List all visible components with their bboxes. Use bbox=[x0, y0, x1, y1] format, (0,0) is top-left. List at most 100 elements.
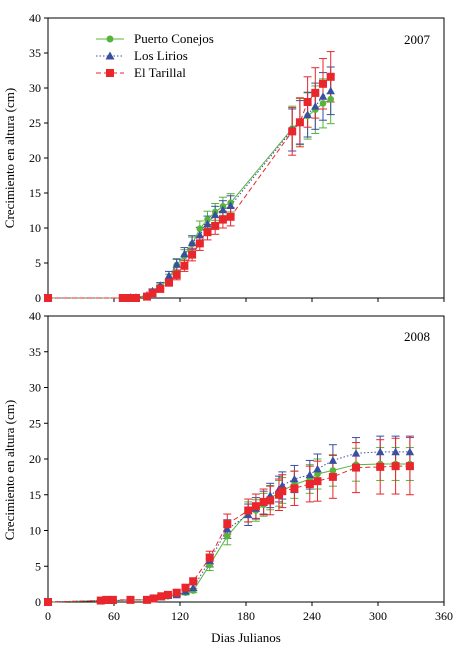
data-point-los-lirios bbox=[351, 449, 361, 457]
data-point-el-tarillal bbox=[108, 595, 117, 604]
y-tick-label: 35 bbox=[29, 345, 41, 359]
data-point-el-tarillal bbox=[226, 212, 235, 221]
data-point-puerto-conejos bbox=[327, 95, 335, 103]
axis-ticks: 0 5 10 15 20 25 30 35 40 bbox=[29, 11, 445, 305]
y-tick-label: 40 bbox=[29, 11, 41, 25]
data-point-el-tarillal bbox=[126, 294, 135, 302]
y-tick-label: 20 bbox=[29, 452, 41, 466]
data-point-puerto-conejos bbox=[329, 467, 337, 474]
y-tick-label: 10 bbox=[29, 524, 41, 538]
error-bars bbox=[157, 435, 414, 599]
data-point-los-lirios bbox=[405, 447, 415, 456]
data-point-los-lirios bbox=[187, 238, 197, 247]
y-tick-label: 25 bbox=[29, 416, 41, 430]
data-point-los-lirios bbox=[164, 271, 174, 279]
data-point-los-lirios bbox=[172, 260, 181, 268]
y-tick-label: 15 bbox=[29, 186, 41, 200]
data-point-puerto-conejos bbox=[224, 532, 231, 540]
data-point-el-tarillal bbox=[295, 118, 304, 127]
x-tick-label: 60 bbox=[108, 609, 120, 623]
data-point-los-lirios bbox=[218, 205, 228, 214]
series-line-los-lirios bbox=[48, 90, 331, 299]
legend-item-puerto-conejos: Puerto Conejos bbox=[96, 31, 214, 46]
data-point-el-tarillal bbox=[189, 577, 198, 586]
y-tick-label: 30 bbox=[29, 81, 41, 95]
data-point-el-tarillal bbox=[96, 596, 105, 605]
data-point-el-tarillal bbox=[278, 487, 287, 496]
data-point-el-tarillal bbox=[290, 484, 299, 493]
series-line-el-tarillal bbox=[47, 465, 410, 603]
data-point-el-tarillal bbox=[326, 72, 335, 81]
data-point-el-tarillal bbox=[205, 553, 214, 562]
x-tick-label: 0 bbox=[45, 609, 51, 623]
y-tick-label: 0 bbox=[35, 291, 41, 305]
data-point-el-tarillal bbox=[163, 590, 172, 599]
legend-label: El Tarillal bbox=[134, 65, 186, 80]
data-point-el-tarillal bbox=[188, 250, 197, 259]
data-point-los-lirios bbox=[391, 447, 400, 456]
x-tick-label: 360 bbox=[435, 609, 453, 623]
chart-panel-2008: 2008 Crecimiento en altura (cm) Dias Jul… bbox=[2, 309, 453, 645]
legend-label: Los Lirios bbox=[134, 48, 188, 63]
y-tick-label: 35 bbox=[29, 46, 41, 60]
data-point-el-tarillal bbox=[311, 88, 320, 97]
x-tick-label: 180 bbox=[237, 609, 255, 623]
data-point-el-tarillal bbox=[251, 502, 260, 511]
error-bars bbox=[143, 51, 335, 299]
data-point-el-tarillal bbox=[319, 79, 327, 88]
data-point-el-tarillal bbox=[218, 215, 227, 224]
data-point-el-tarillal bbox=[305, 480, 314, 489]
plot-frame bbox=[47, 17, 445, 299]
data-point-el-tarillal bbox=[143, 595, 151, 604]
legend-item-el-tarillal: El Tarillal bbox=[96, 65, 186, 80]
plot-frame bbox=[47, 315, 445, 603]
data-point-el-tarillal bbox=[328, 472, 337, 481]
data-point-el-tarillal bbox=[118, 294, 127, 302]
x-axis-title: Dias Julianos bbox=[211, 630, 281, 645]
series-line-los-lirios bbox=[47, 451, 410, 603]
data-point-los-lirios bbox=[313, 464, 322, 473]
data-point-el-tarillal bbox=[244, 506, 253, 515]
panel-year-label: 2008 bbox=[404, 329, 430, 344]
data-point-el-tarillal bbox=[181, 583, 190, 592]
data-point-los-lirios bbox=[290, 474, 299, 483]
panel-year-label: 2007 bbox=[404, 32, 431, 47]
series-markers bbox=[43, 447, 415, 606]
y-tick-label: 25 bbox=[29, 116, 41, 130]
legend-label: Puerto Conejos bbox=[134, 31, 214, 46]
data-point-el-tarillal bbox=[143, 292, 151, 301]
data-point-el-tarillal bbox=[266, 496, 275, 505]
series-markers bbox=[43, 72, 335, 302]
y-axis-title: Crecimiento en altura (cm) bbox=[2, 400, 17, 540]
y-tick-label: 10 bbox=[29, 221, 41, 235]
data-point-el-tarillal bbox=[126, 595, 135, 604]
data-point-el-tarillal bbox=[195, 239, 204, 248]
data-point-los-lirios bbox=[326, 86, 335, 95]
data-point-puerto-conejos bbox=[319, 100, 327, 107]
data-point-los-lirios bbox=[318, 92, 328, 100]
data-point-el-tarillal bbox=[391, 462, 400, 471]
series-lines bbox=[47, 451, 410, 603]
data-point-el-tarillal bbox=[172, 588, 181, 597]
data-point-el-tarillal bbox=[203, 228, 212, 237]
data-point-el-tarillal bbox=[102, 595, 111, 604]
data-point-los-lirios bbox=[211, 210, 220, 219]
legend: Puerto Conejos Los Lirios El Tarillal bbox=[96, 31, 214, 80]
legend-item-los-lirios: Los Lirios bbox=[96, 48, 188, 63]
data-point-los-lirios bbox=[203, 219, 212, 228]
data-point-los-lirios bbox=[376, 447, 385, 456]
data-point-los-lirios bbox=[180, 249, 189, 258]
data-point-el-tarillal bbox=[405, 462, 414, 471]
data-point-los-lirios bbox=[328, 456, 338, 464]
data-point-el-tarillal bbox=[259, 497, 268, 506]
y-tick-label: 5 bbox=[35, 559, 41, 573]
data-point-los-lirios bbox=[305, 470, 314, 479]
y-axis-title: Crecimiento en altura (cm) bbox=[2, 88, 17, 228]
x-tick-label: 300 bbox=[369, 609, 387, 623]
data-point-el-tarillal bbox=[288, 127, 297, 136]
data-point-el-tarillal bbox=[352, 463, 360, 472]
data-point-el-tarillal bbox=[149, 594, 158, 603]
data-point-el-tarillal bbox=[44, 598, 52, 606]
data-point-el-tarillal bbox=[132, 294, 140, 302]
